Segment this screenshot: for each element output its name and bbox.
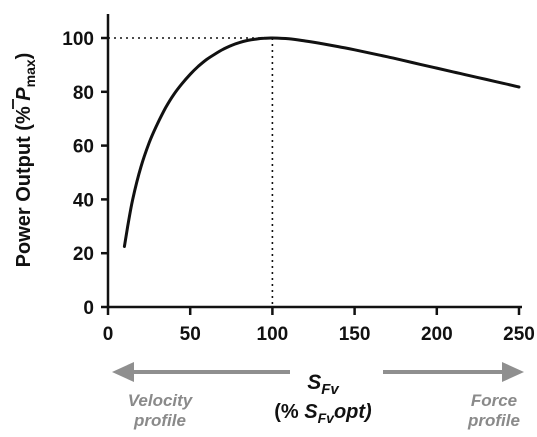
axes	[106, 14, 522, 309]
x-tick-label: 150	[339, 324, 371, 345]
x-tick-label: 100	[257, 324, 289, 345]
x-axis-label-line2: (% SFvopt)	[274, 401, 372, 426]
y-tick-label: 60	[73, 137, 94, 158]
optimum-guides	[108, 37, 274, 307]
y-tick-label: 80	[73, 83, 94, 104]
x-tick-label: 200	[421, 324, 453, 345]
y-tick-label: 20	[73, 244, 94, 265]
x-tick-label: 250	[503, 324, 535, 345]
velocity-profile-label: profile	[133, 411, 186, 430]
x-axis-label-line1: SFv	[307, 371, 340, 398]
y-axis-label: Power Output (% Pmax)	[13, 53, 38, 268]
force-arrow	[383, 362, 524, 382]
x-tick-label: 0	[103, 324, 114, 345]
velocity-arrow	[112, 362, 290, 382]
x-tick-label: 50	[180, 324, 201, 345]
velocity-label: Velocity	[128, 391, 194, 410]
force-label: Force	[471, 391, 517, 410]
y-tick-label: 100	[62, 29, 94, 50]
y-tick-label: 40	[73, 190, 94, 211]
y-ticks: 0 20 40 60 80 100	[62, 29, 108, 319]
x-ticks: 0 50 100 150 200 250	[103, 307, 535, 345]
y-tick-label: 0	[83, 298, 94, 319]
force-profile-label: profile	[467, 411, 520, 430]
power-curve	[122, 36, 521, 248]
p-max-symbol: P	[13, 87, 35, 101]
